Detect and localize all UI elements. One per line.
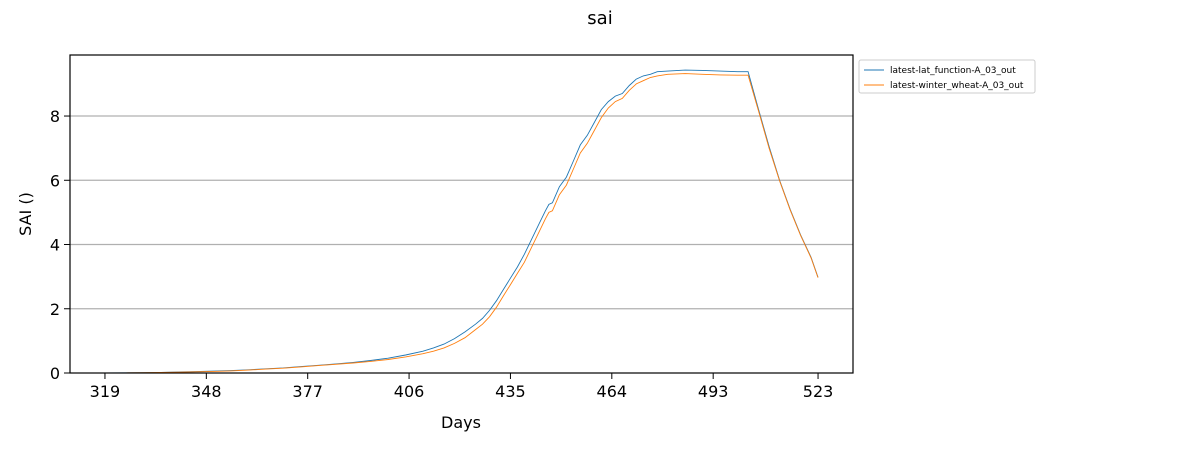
x-axis-ticks: 319 348 377 406 435 464 493 523 (90, 373, 834, 401)
chart-title: sai (587, 8, 612, 29)
x-tick-label: 406 (394, 382, 425, 401)
y-axis-ticks: 0 2 4 6 8 (50, 107, 70, 383)
x-tick-label: 319 (90, 382, 121, 401)
y-axis-label: SAI () (16, 192, 35, 236)
x-tick-label: 348 (191, 382, 222, 401)
x-tick-label: 493 (698, 382, 729, 401)
x-tick-label: 523 (803, 382, 834, 401)
plot-frame (69, 54, 854, 374)
legend-entry: latest-lat_function-A_03_out (890, 66, 1016, 76)
x-axis-label: Days (441, 413, 481, 432)
legend: latest-lat_function-A_03_out latest-winte… (858, 59, 1036, 94)
y-tick-label: 6 (50, 171, 60, 190)
x-tick-label: 435 (495, 382, 526, 401)
legend-entry: latest-winter_wheat-A_03_out (890, 81, 1024, 91)
x-tick-label: 377 (292, 382, 323, 401)
grid-lines (70, 115, 853, 310)
series-line (104, 73, 819, 374)
y-tick-label: 2 (50, 300, 60, 319)
x-tick-label: 464 (597, 382, 628, 401)
plot-series (104, 69, 819, 374)
legend-frame (858, 59, 1036, 94)
y-tick-label: 8 (50, 107, 60, 126)
y-tick-label: 0 (50, 364, 60, 383)
y-tick-label: 4 (50, 236, 60, 255)
